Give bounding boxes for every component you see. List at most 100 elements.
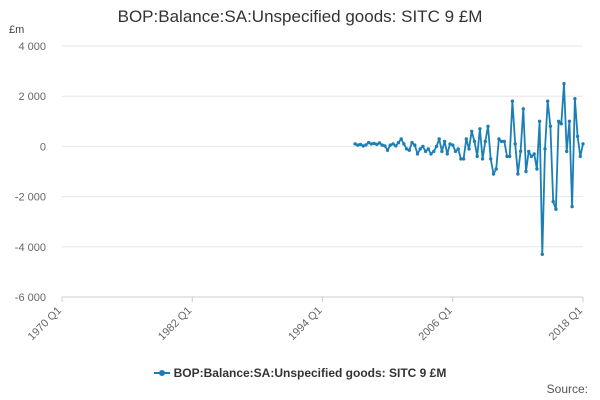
data-point [445, 152, 449, 156]
data-point [578, 154, 582, 159]
data-point [353, 142, 357, 146]
data-point [440, 149, 444, 154]
data-point [451, 143, 455, 147]
x-tick-label: 1970 Q1 [26, 305, 64, 343]
data-point [546, 99, 550, 103]
data-point [366, 140, 371, 145]
data-point [467, 147, 471, 151]
data-point [527, 149, 531, 154]
data-point [470, 129, 474, 133]
data-point [415, 152, 420, 156]
data-point [396, 140, 401, 145]
data-point [383, 144, 387, 148]
data-point [518, 149, 523, 154]
data-point [483, 139, 487, 144]
data-point [537, 119, 542, 124]
y-tick-label: 4 000 [18, 41, 46, 53]
data-point [486, 124, 490, 128]
data-point [356, 143, 360, 147]
y-tick-label: -6 000 [15, 292, 46, 304]
data-point [565, 149, 569, 154]
data-point [513, 142, 517, 146]
data-point [375, 142, 379, 147]
data-point [581, 142, 585, 146]
data-point [358, 142, 363, 147]
data-point [532, 152, 536, 156]
data-point [510, 99, 515, 103]
data-point [429, 152, 433, 156]
y-tick-label: 2 000 [18, 91, 46, 103]
legend-swatch [153, 369, 170, 376]
data-point [421, 144, 425, 149]
data-point [385, 148, 390, 152]
data-point [402, 142, 406, 146]
data-point [556, 119, 561, 124]
data-point [508, 154, 512, 159]
legend[interactable]: BOP:Balance:SA:Unspecified goods: SITC 9… [0, 366, 600, 380]
data-point [380, 143, 384, 147]
data-point [448, 142, 452, 146]
data-point [418, 147, 422, 151]
source-label: Source: [546, 382, 588, 396]
data-point [442, 139, 447, 144]
data-point [453, 149, 458, 154]
data-point [491, 172, 496, 176]
legend-label: BOP:Balance:SA:Unspecified goods: SITC 9… [173, 366, 447, 380]
data-point [391, 142, 395, 146]
data-point [388, 143, 392, 147]
data-point [524, 169, 528, 174]
data-point [521, 107, 525, 111]
x-tick-label: 2006 Q1 [417, 305, 455, 343]
data-point [361, 144, 365, 148]
series-line [354, 82, 584, 256]
data-point [489, 157, 493, 161]
data-point [535, 167, 539, 171]
data-point [394, 144, 398, 148]
data-point [426, 147, 430, 151]
data-point [551, 199, 555, 204]
data-point [543, 147, 547, 151]
data-point [461, 157, 466, 161]
data-point [456, 147, 460, 151]
y-tick-label: 0 [40, 141, 46, 153]
data-point [516, 172, 520, 176]
x-tick-label: 2018 Q1 [547, 305, 585, 343]
y-tick-label: -2 000 [15, 192, 46, 204]
data-point [499, 139, 504, 144]
data-point [364, 143, 368, 147]
data-point [567, 119, 572, 124]
data-point [472, 139, 477, 144]
data-point [575, 134, 580, 139]
x-tick-label: 1982 Q1 [156, 305, 194, 343]
data-point [494, 167, 498, 171]
data-point [478, 127, 482, 131]
data-point [505, 154, 509, 159]
data-point [548, 124, 553, 128]
data-point [423, 149, 428, 154]
data-point [562, 82, 566, 86]
y-tick-label: -4 000 [15, 242, 46, 254]
data-point [413, 143, 417, 147]
data-point [434, 144, 439, 149]
data-point [437, 137, 441, 141]
data-point [480, 157, 485, 161]
data-point [459, 157, 463, 161]
data-point [407, 148, 411, 152]
data-point [404, 147, 409, 151]
data-point [377, 141, 382, 145]
data-point [399, 137, 403, 141]
y-axis-unit-label: £m [9, 24, 25, 36]
data-point [529, 154, 534, 159]
data-point [372, 141, 376, 146]
data-point [475, 154, 479, 159]
data-point [410, 140, 414, 145]
data-point [369, 142, 373, 146]
data-point [432, 149, 436, 154]
data-point [502, 139, 506, 144]
data-point [554, 207, 558, 211]
data-point [464, 137, 468, 141]
data-point [570, 204, 574, 209]
data-point [497, 137, 501, 141]
chart-title: BOP:Balance:SA:Unspecified goods: SITC 9… [117, 7, 483, 26]
